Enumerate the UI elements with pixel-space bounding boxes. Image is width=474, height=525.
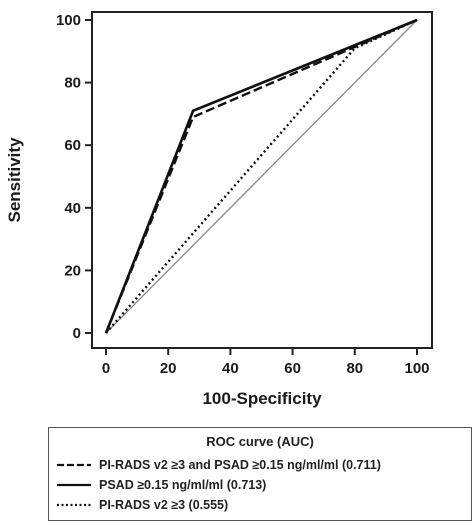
series-line-dashed — [104, 18, 418, 334]
legend-label: PI-RADS v2 ≥3 (0.555) — [99, 498, 229, 512]
x-tick-label: 80 — [346, 360, 363, 377]
x-tick-label: 0 — [102, 360, 110, 377]
y-tick-label: 40 — [64, 200, 81, 217]
y-tick-label: 60 — [64, 137, 81, 154]
legend-item-psad: PSAD ≥0.15 ng/ml/ml (0.713) — [57, 476, 266, 494]
legend-swatch-solid — [57, 483, 91, 487]
legend-label: PSAD ≥0.15 ng/ml/ml (0.713) — [99, 478, 267, 492]
legend-swatch-dotted — [57, 503, 91, 507]
legend-item-combined: PI-RADS v2 ≥3 and PSAD ≥0.15 ng/ml/ml (0… — [57, 456, 381, 474]
plot-frame — [91, 11, 433, 349]
legend-item-pirads: PI-RADS v2 ≥3 (0.555) — [57, 496, 228, 514]
reference-line — [105, 19, 418, 334]
legend-label: PI-RADS v2 ≥3 and PSAD ≥0.15 ng/ml/ml (0… — [99, 458, 381, 472]
y-tick-label: 100 — [56, 12, 81, 29]
x-tick-label: 100 — [404, 360, 429, 377]
y-tick-label: 0 — [73, 325, 81, 342]
series-line-dotted — [105, 18, 418, 334]
x-tick-label: 40 — [222, 360, 239, 377]
legend-swatch-dashed — [57, 463, 91, 467]
y-tick-label: 80 — [64, 75, 81, 92]
legend-title: ROC curve (AUC) — [206, 434, 314, 449]
legend: ROC curve (AUC) PI-RADS v2 ≥3 and PSAD ≥… — [48, 427, 472, 521]
x-tick-label: 20 — [160, 360, 177, 377]
x-tick-label: 60 — [284, 360, 301, 377]
x-axis-title: 100-Specificity — [202, 389, 322, 408]
roc-chart: 0 20 40 60 80 100 0 20 40 60 80 100 100-Specificity S… — [5, 11, 433, 408]
y-tick-label: 20 — [64, 262, 81, 279]
y-axis-title: Sensitivity — [5, 137, 24, 223]
